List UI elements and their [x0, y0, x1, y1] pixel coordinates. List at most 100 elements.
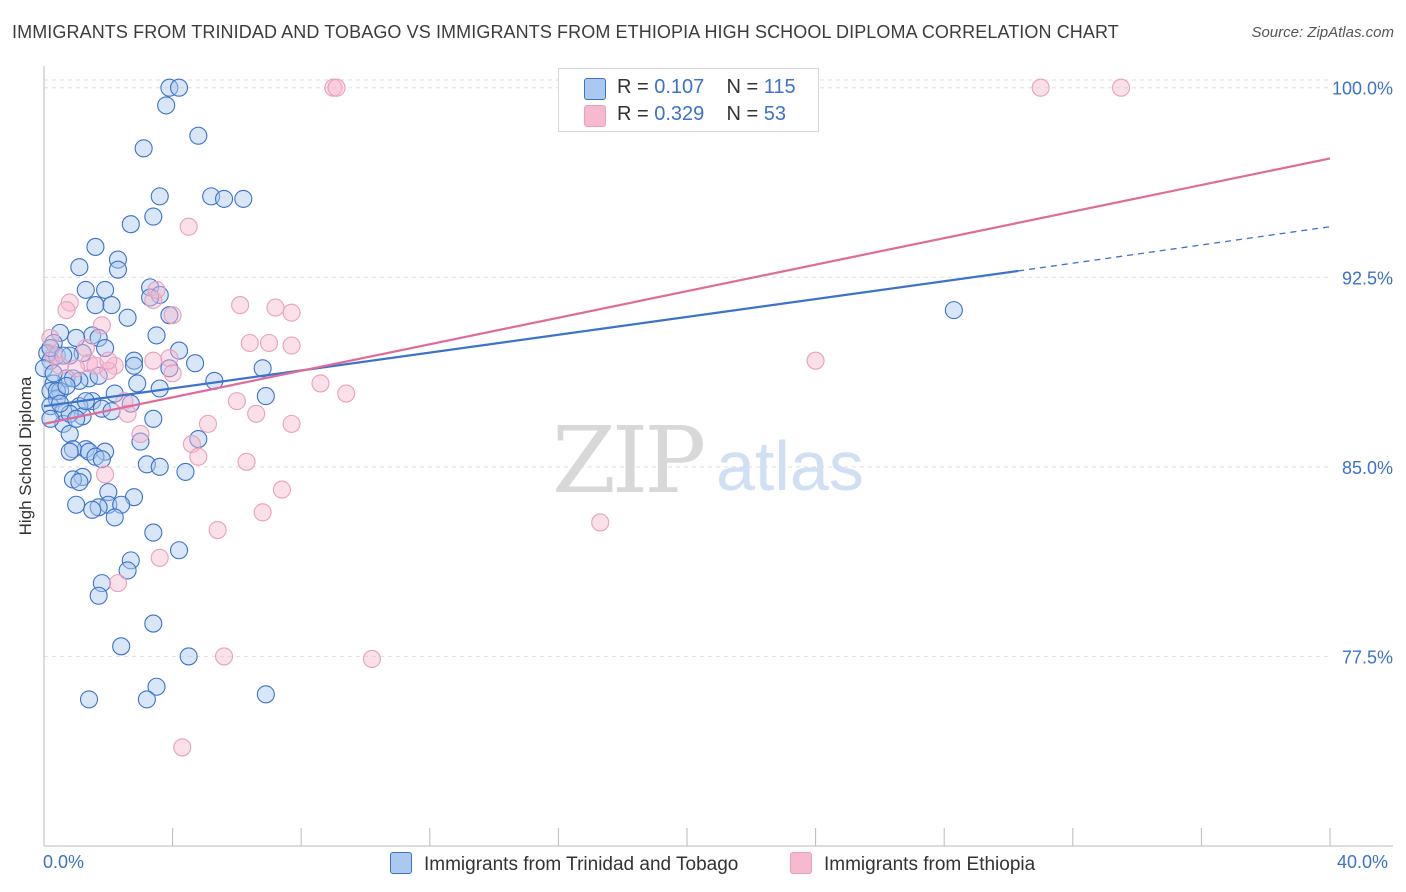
point-trinidad: [169, 541, 189, 560]
watermark: ZIP atlas: [552, 407, 864, 514]
x-tick-label-min: 0.0%: [43, 852, 85, 872]
trend-line-trinidad: [43, 269, 1019, 408]
y-tick-label: 92.5%: [1342, 268, 1393, 288]
point-trinidad: [144, 207, 163, 226]
point-trinidad: [186, 354, 205, 373]
point-trinidad: [79, 690, 99, 709]
point-trinidad: [144, 523, 163, 542]
point-trinidad: [99, 483, 118, 502]
point-ethiopia: [163, 364, 182, 383]
point-trinidad: [41, 381, 60, 401]
point-ethiopia: [160, 349, 179, 368]
point-ethiopia: [227, 392, 246, 411]
point-ethiopia: [99, 351, 118, 370]
y-tick-label: 85.0%: [1342, 458, 1393, 478]
point-ethiopia: [189, 447, 208, 466]
point-ethiopia: [237, 452, 256, 471]
point-trinidad: [141, 288, 160, 307]
stats-legend: R = 0.107 N = 115 R = 0.329 N = 53: [558, 68, 819, 132]
legend-label-ethiopia: Immigrants from Ethiopia: [824, 854, 1036, 875]
grid-lines: [44, 79, 1330, 657]
data-points: [34, 78, 1131, 757]
point-trinidad: [108, 250, 127, 269]
point-trinidad: [144, 409, 163, 428]
point-trinidad: [157, 96, 176, 115]
legend-item-ethiopia: Immigrants from Ethiopia: [790, 852, 1035, 876]
point-trinidad: [147, 326, 166, 345]
legend-swatch-pink: [790, 852, 812, 874]
point-trinidad: [144, 614, 163, 633]
point-trinidad: [234, 189, 253, 208]
point-ethiopia: [282, 303, 301, 322]
point-trinidad: [160, 78, 179, 97]
point-trinidad: [89, 586, 108, 605]
point-ethiopia: [163, 306, 182, 325]
point-ethiopia: [41, 328, 60, 347]
point-trinidad: [256, 685, 275, 704]
point-ethiopia: [147, 280, 166, 299]
point-trinidad: [179, 647, 198, 666]
legend-r-label: R =: [617, 76, 649, 98]
x-tick-label-max: 40.0%: [1337, 852, 1389, 872]
point-trinidad: [108, 260, 127, 279]
point-ethiopia: [272, 480, 291, 499]
point-trinidad: [150, 187, 169, 206]
point-ethiopia: [96, 465, 115, 484]
point-trinidad: [44, 364, 63, 383]
point-trinidad: [60, 442, 79, 461]
point-trinidad: [112, 637, 131, 656]
point-ethiopia: [144, 290, 163, 310]
point-trinidad: [70, 258, 89, 277]
point-ethiopia: [253, 503, 272, 522]
point-trinidad: [60, 424, 79, 444]
point-trinidad: [102, 296, 121, 315]
point-trinidad: [92, 450, 111, 469]
point-trinidad: [118, 561, 137, 580]
y-tick-label: 77.5%: [1342, 647, 1393, 667]
point-ethiopia: [327, 78, 346, 97]
legend-label-trinidad: Immigrants from Trinidad and Tobago: [424, 854, 739, 875]
point-ethiopia: [92, 316, 111, 335]
point-trinidad: [86, 296, 105, 315]
legend-swatch-blue: [584, 78, 606, 100]
point-ethiopia: [131, 424, 150, 444]
point-ethiopia: [311, 374, 330, 393]
point-trinidad: [128, 374, 147, 393]
point-ethiopia: [1031, 78, 1050, 97]
point-trinidad: [147, 677, 166, 696]
point-trinidad: [256, 387, 275, 406]
point-trinidad: [150, 457, 169, 476]
point-trinidad: [137, 690, 156, 709]
trend-lines: [43, 157, 1331, 425]
point-ethiopia: [282, 414, 301, 433]
point-ethiopia: [247, 404, 266, 423]
point-trinidad: [160, 359, 179, 378]
point-ethiopia: [208, 520, 227, 540]
point-trinidad: [89, 366, 108, 385]
point-ethiopia: [266, 298, 285, 317]
point-ethiopia: [76, 338, 95, 358]
point-ethiopia: [231, 296, 250, 315]
watermark-zip: ZIP: [552, 407, 703, 514]
point-ethiopia: [108, 574, 127, 593]
legend-swatch-pink: [584, 105, 606, 127]
point-trinidad: [214, 189, 234, 208]
legend-item-trinidad: Immigrants from Trinidad and Tobago: [390, 852, 738, 876]
axes: [43, 66, 1393, 847]
point-trinidad: [70, 472, 89, 492]
point-ethiopia: [337, 384, 356, 403]
point-trinidad: [124, 356, 144, 375]
legend-r-label: R =: [617, 103, 649, 125]
point-ethiopia: [118, 404, 137, 423]
point-trinidad: [83, 500, 102, 519]
y-tick-label: 100.0%: [1332, 79, 1393, 99]
point-trinidad: [86, 237, 105, 256]
point-ethiopia: [150, 548, 169, 567]
trend-line-ethiopia: [43, 157, 1331, 425]
point-ethiopia: [1111, 78, 1131, 97]
point-trinidad: [54, 346, 73, 365]
point-ethiopia: [198, 414, 218, 433]
point-trinidad: [169, 78, 189, 97]
point-trinidad: [134, 139, 153, 158]
